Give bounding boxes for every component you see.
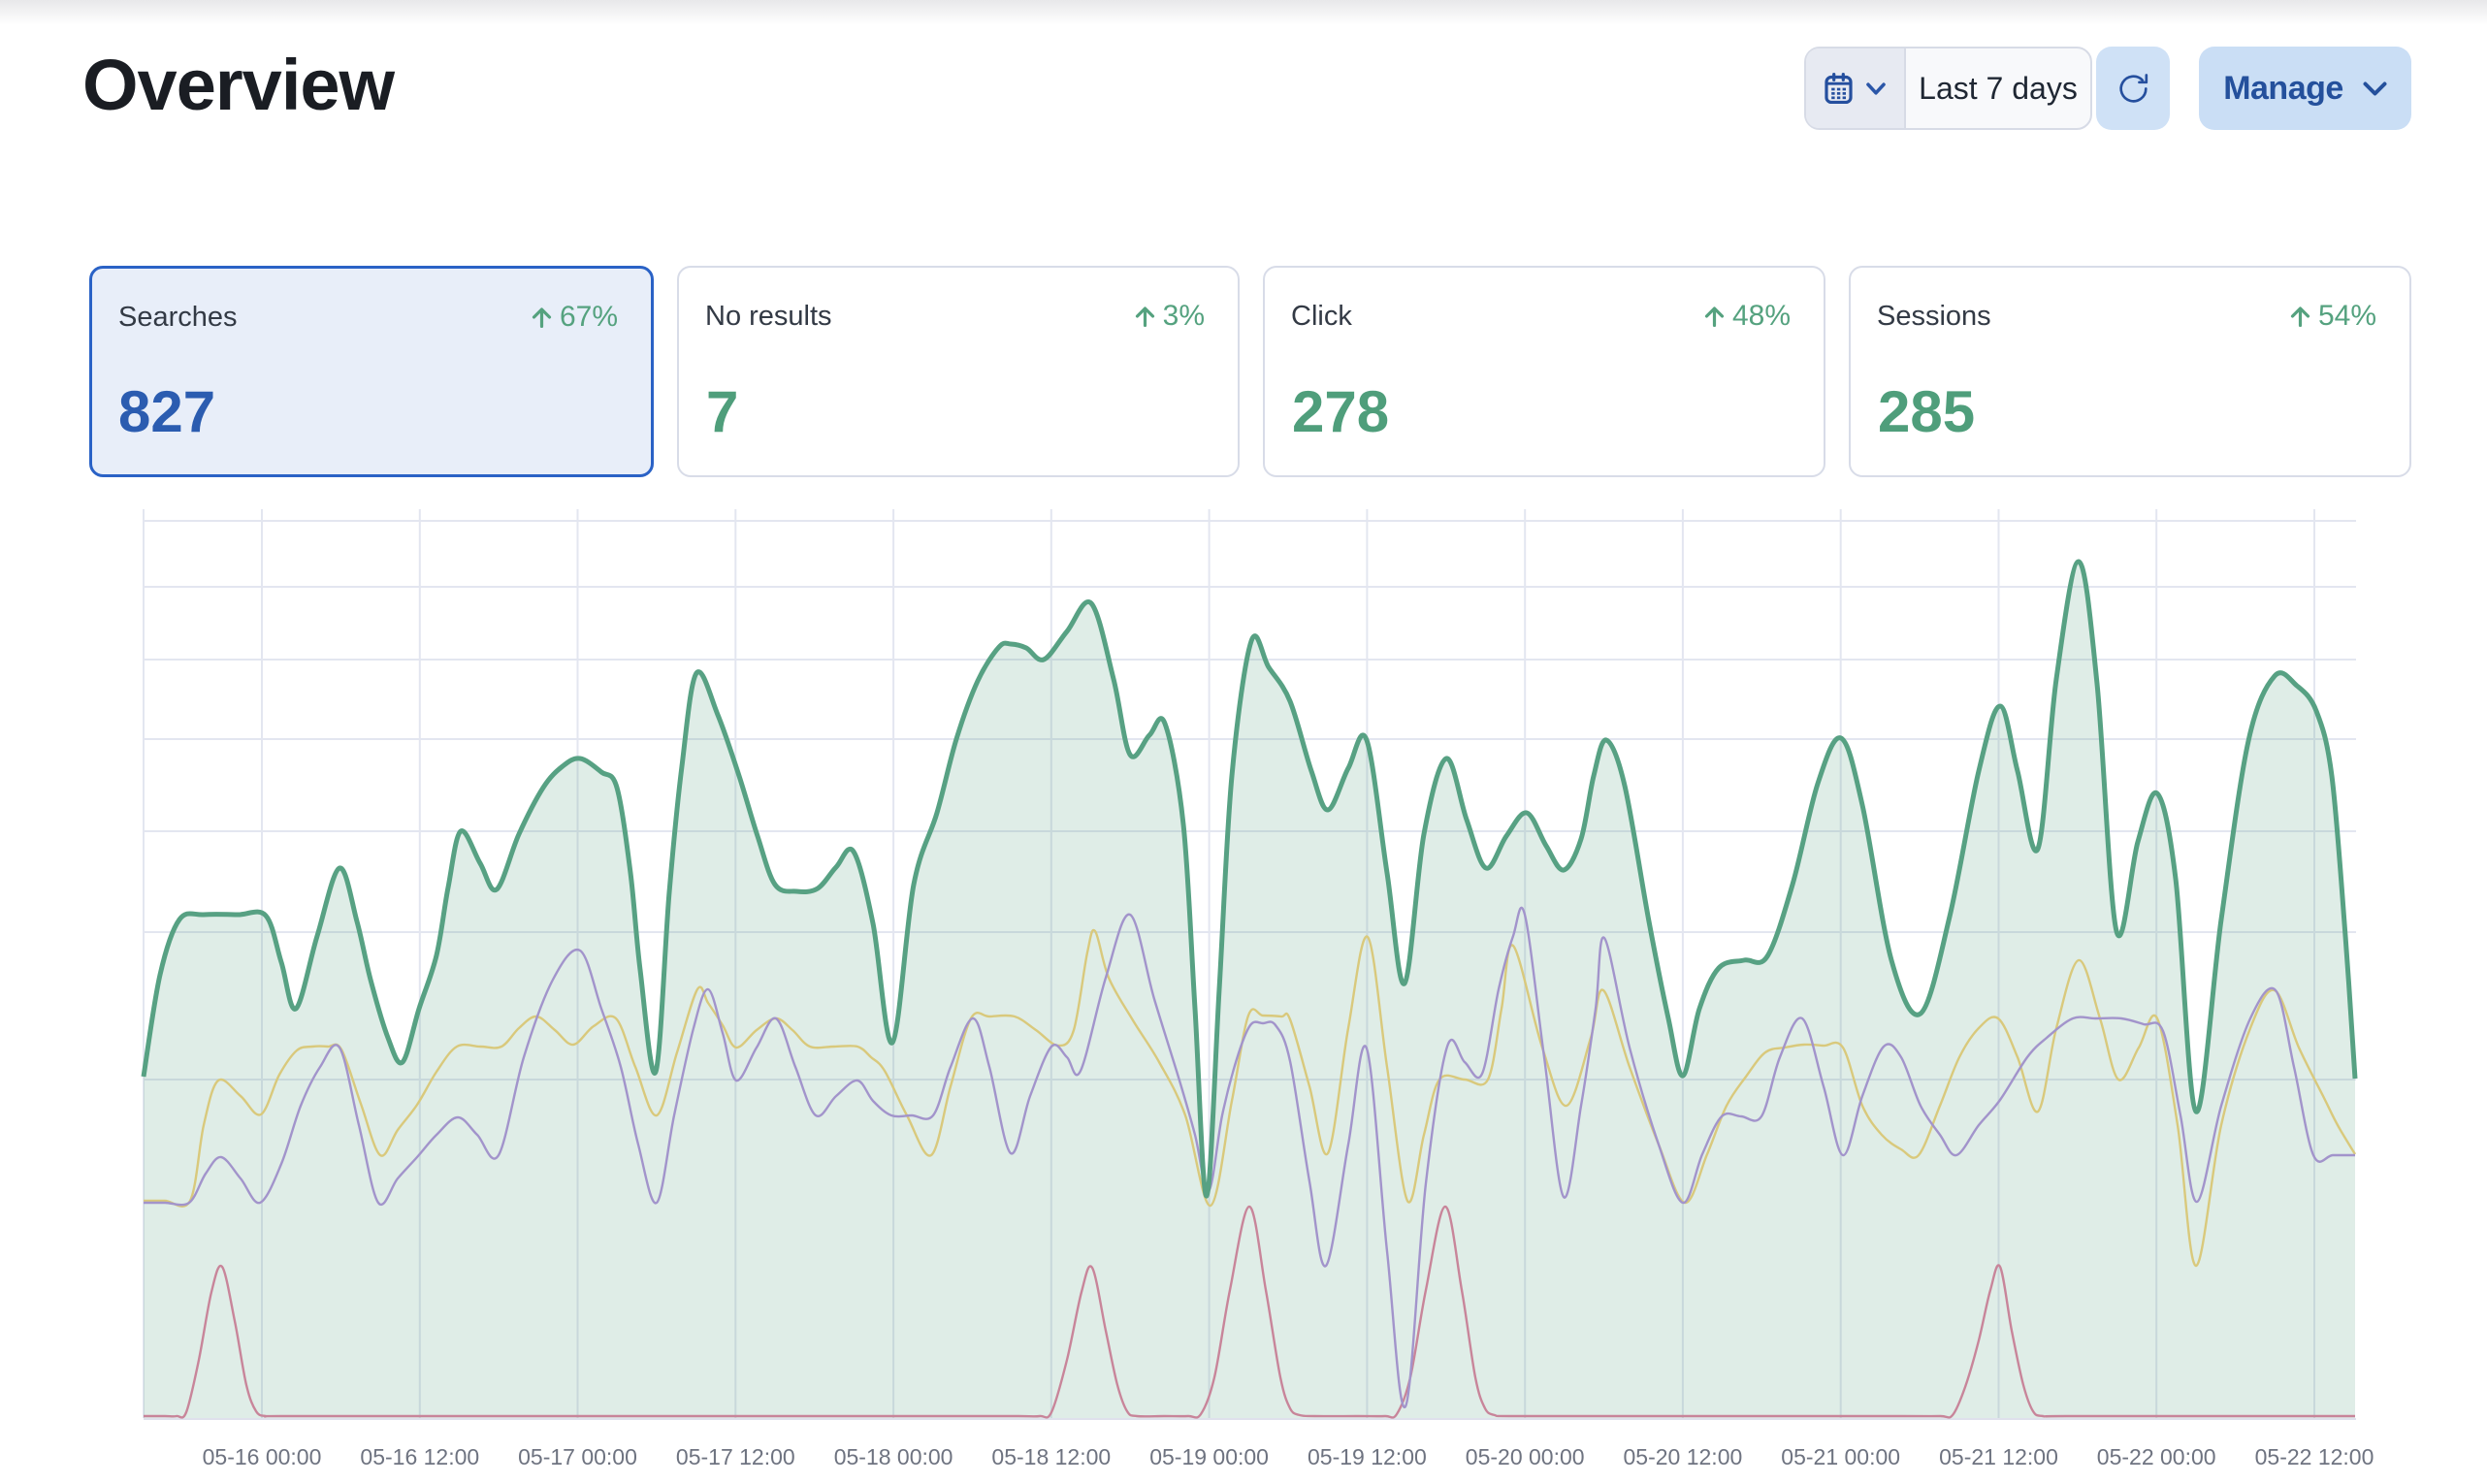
svg-text:05-18 12:00: 05-18 12:00 [991,1444,1111,1469]
svg-text:05-17 12:00: 05-17 12:00 [676,1444,795,1469]
svg-text:05-16 12:00: 05-16 12:00 [360,1444,479,1469]
svg-text:05-19 12:00: 05-19 12:00 [1308,1444,1427,1469]
svg-text:05-21 00:00: 05-21 00:00 [1781,1444,1900,1469]
svg-text:05-18 00:00: 05-18 00:00 [834,1444,953,1469]
svg-text:05-19 00:00: 05-19 00:00 [1149,1444,1269,1469]
svg-text:05-22 12:00: 05-22 12:00 [2255,1444,2374,1469]
svg-text:05-17 00:00: 05-17 00:00 [518,1444,637,1469]
svg-text:05-16 00:00: 05-16 00:00 [203,1444,322,1469]
svg-text:05-20 00:00: 05-20 00:00 [1466,1444,1585,1469]
svg-text:05-21 12:00: 05-21 12:00 [1939,1444,2058,1469]
svg-text:05-20 12:00: 05-20 12:00 [1624,1444,1743,1469]
svg-text:05-22 00:00: 05-22 00:00 [2097,1444,2216,1469]
